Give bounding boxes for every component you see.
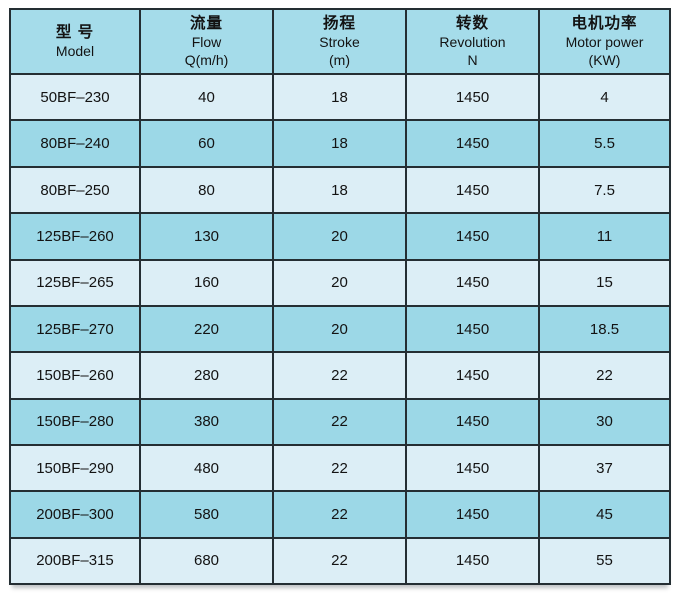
motor-power-cell: 37 (538, 443, 671, 493)
stroke-cell: 20 (272, 212, 407, 261)
header-stroke-unit: (m) (329, 51, 350, 68)
table-row: 125BF–265 160 20 1450 15 (9, 258, 671, 307)
flow-cell: 580 (139, 490, 274, 539)
revolution-cell: 1450 (405, 119, 540, 168)
stroke-cell: 20 (272, 304, 407, 354)
flow-cell: 280 (139, 351, 274, 400)
column-header-motor-power: 电机功率 Motor power (KW) (538, 7, 671, 76)
stroke-cell: 22 (272, 490, 407, 539)
header-stroke-en: Stroke (319, 34, 360, 51)
stroke-cell: 22 (272, 536, 407, 586)
model-cell: 125BF–270 (9, 304, 141, 354)
table-row: 125BF–260 130 20 1450 11 (9, 212, 671, 261)
motor-power-cell: 7.5 (538, 165, 671, 215)
model-cell: 150BF–260 (9, 351, 141, 400)
revolution-cell: 1450 (405, 258, 540, 307)
header-flow-unit: Q(m/h) (184, 51, 229, 68)
header-stroke-zh: 扬程 (322, 15, 356, 32)
motor-power-cell: 4 (538, 73, 671, 122)
header-flow-en: Flow (191, 34, 222, 51)
revolution-cell: 1450 (405, 73, 540, 122)
stroke-cell: 18 (272, 73, 407, 122)
model-cell: 80BF–240 (9, 119, 141, 168)
header-revolution-en: Revolution (439, 34, 506, 51)
motor-power-cell: 5.5 (538, 119, 671, 168)
header-motor-power-zh: 电机功率 (571, 15, 638, 32)
model-cell: 80BF–250 (9, 165, 141, 215)
table-row: 50BF–230 40 18 1450 4 (9, 73, 671, 122)
table-body: 50BF–230 40 18 1450 4 80BF–240 60 18 145… (9, 73, 671, 586)
header-motor-power-en: Motor power (565, 34, 644, 51)
flow-cell: 480 (139, 443, 274, 493)
column-header-revolution: 转数 Revolution N (405, 7, 540, 76)
flow-cell: 160 (139, 258, 274, 307)
flow-cell: 130 (139, 212, 274, 261)
table-row: 150BF–280 380 22 1450 30 (9, 397, 671, 446)
header-flow-zh: 流量 (189, 15, 223, 32)
model-cell: 200BF–300 (9, 490, 141, 539)
header-revolution-zh: 转数 (455, 15, 489, 32)
motor-power-cell: 18.5 (538, 304, 671, 354)
stroke-cell: 22 (272, 443, 407, 493)
model-cell: 50BF–230 (9, 73, 141, 122)
header-model-zh: 型 号 (55, 23, 95, 41)
stroke-cell: 18 (272, 165, 407, 215)
motor-power-cell: 22 (538, 351, 671, 400)
motor-power-cell: 55 (538, 536, 671, 586)
column-header-stroke: 扬程 Stroke (m) (272, 7, 407, 76)
table-row: 80BF–250 80 18 1450 7.5 (9, 165, 671, 215)
revolution-cell: 1450 (405, 490, 540, 539)
flow-cell: 40 (139, 73, 274, 122)
model-cell: 150BF–280 (9, 397, 141, 446)
model-cell: 125BF–260 (9, 212, 141, 261)
stroke-cell: 20 (272, 258, 407, 307)
revolution-cell: 1450 (405, 165, 540, 215)
motor-power-cell: 30 (538, 397, 671, 446)
pump-spec-table: 型 号 Model 流量 Flow Q(m/h) 扬程 Stroke (m) 转… (9, 7, 671, 586)
table-row: 200BF–300 580 22 1450 45 (9, 490, 671, 539)
motor-power-cell: 11 (538, 212, 671, 261)
stroke-cell: 22 (272, 351, 407, 400)
header-revolution-unit: N (467, 51, 478, 68)
motor-power-cell: 45 (538, 490, 671, 539)
flow-cell: 60 (139, 119, 274, 168)
revolution-cell: 1450 (405, 397, 540, 446)
header-motor-power-unit: (KW) (588, 51, 621, 68)
flow-cell: 680 (139, 536, 274, 586)
revolution-cell: 1450 (405, 351, 540, 400)
column-header-model: 型 号 Model (9, 7, 141, 76)
table-row: 125BF–270 220 20 1450 18.5 (9, 304, 671, 354)
stroke-cell: 18 (272, 119, 407, 168)
header-model-en: Model (55, 42, 95, 59)
revolution-cell: 1450 (405, 304, 540, 354)
revolution-cell: 1450 (405, 536, 540, 586)
revolution-cell: 1450 (405, 443, 540, 493)
motor-power-cell: 15 (538, 258, 671, 307)
column-header-flow: 流量 Flow Q(m/h) (139, 7, 274, 76)
table-row: 150BF–260 280 22 1450 22 (9, 351, 671, 400)
table-row: 150BF–290 480 22 1450 37 (9, 443, 671, 493)
header-row: 型 号 Model 流量 Flow Q(m/h) 扬程 Stroke (m) 转… (9, 7, 671, 76)
flow-cell: 80 (139, 165, 274, 215)
revolution-cell: 1450 (405, 212, 540, 261)
flow-cell: 380 (139, 397, 274, 446)
table-row: 80BF–240 60 18 1450 5.5 (9, 119, 671, 168)
flow-cell: 220 (139, 304, 274, 354)
model-cell: 150BF–290 (9, 443, 141, 493)
model-cell: 200BF–315 (9, 536, 141, 586)
model-cell: 125BF–265 (9, 258, 141, 307)
stroke-cell: 22 (272, 397, 407, 446)
table-row: 200BF–315 680 22 1450 55 (9, 536, 671, 586)
